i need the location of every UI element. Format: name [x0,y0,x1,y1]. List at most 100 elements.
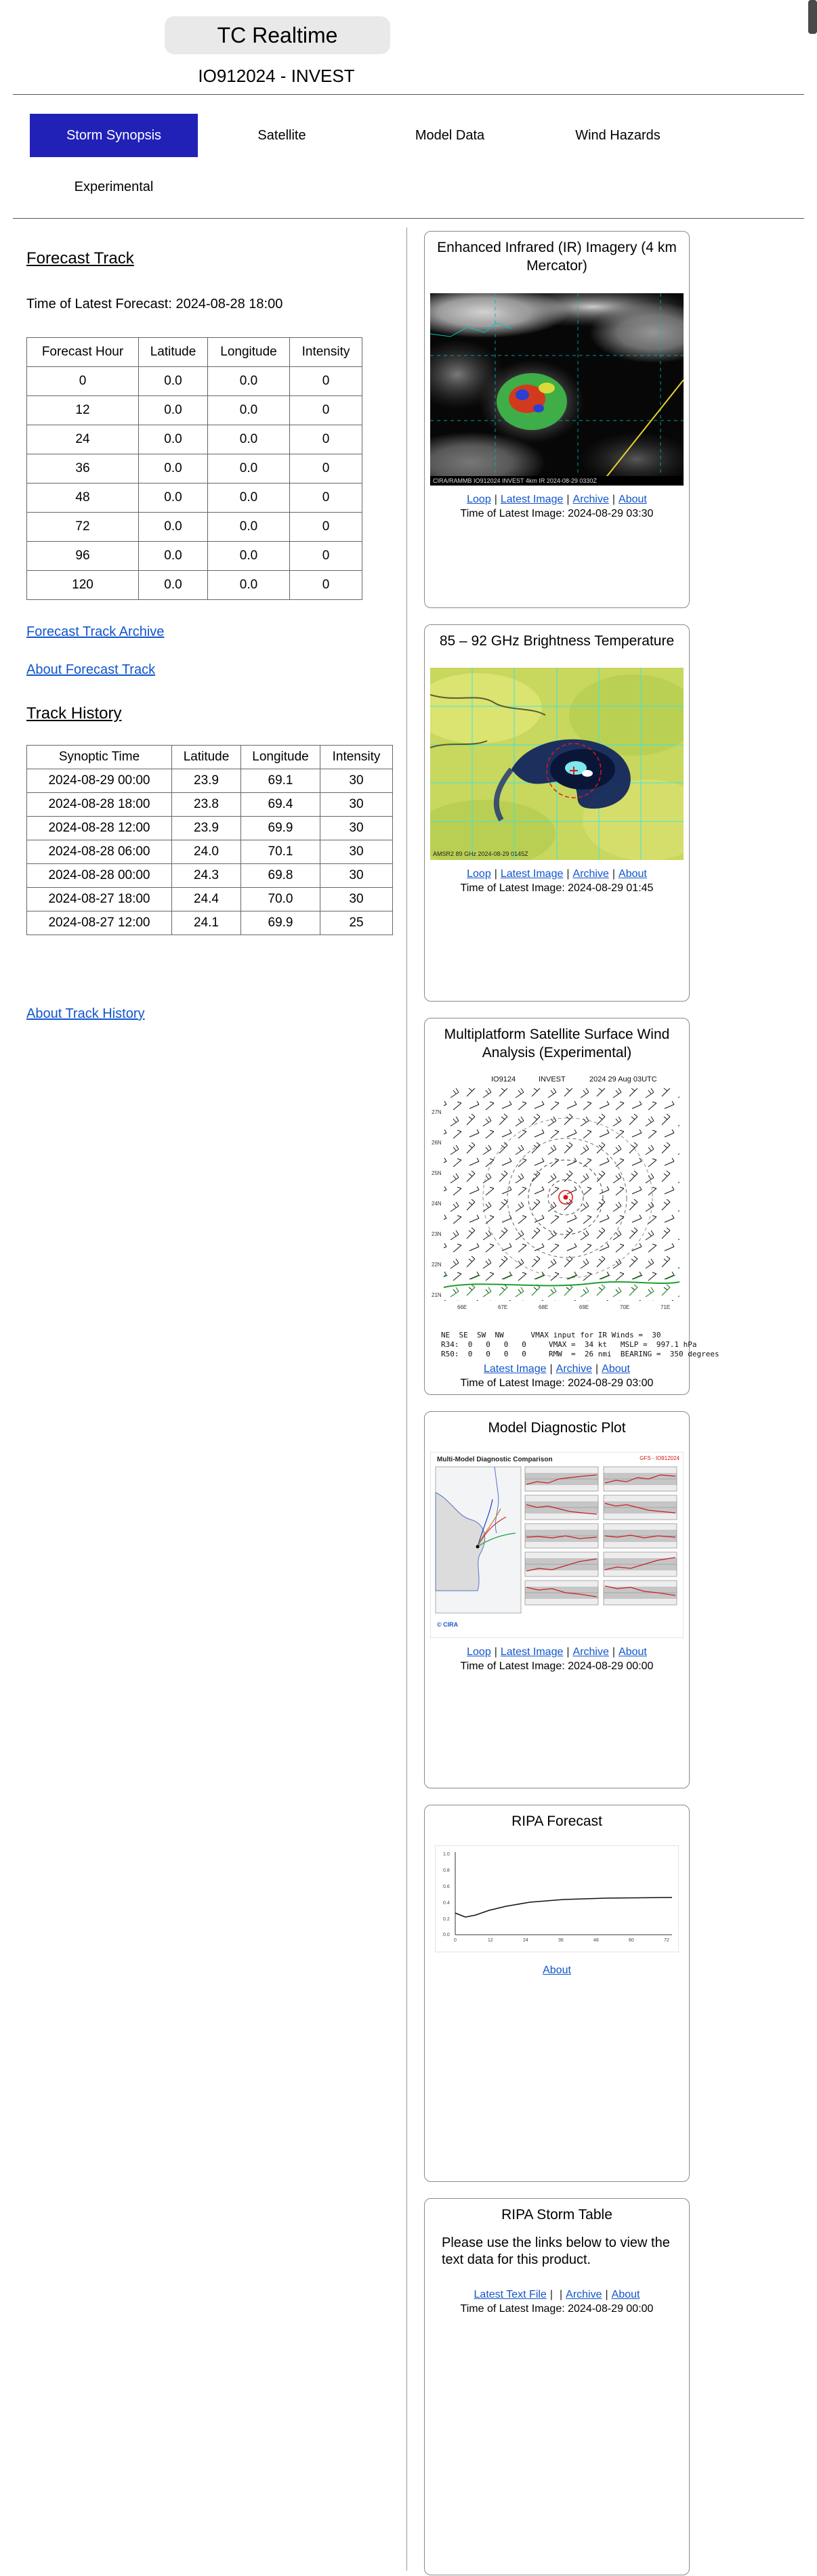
ir-imagery-thumbnail[interactable]: CIRA/RAMMB IO912024 INVEST 4km IR 2024-0… [430,293,684,486]
y-tick: 0.6 [443,1885,450,1889]
forecast-track-table: Forecast Hour Latitude Longitude Intensi… [26,337,362,600]
cell: 2024-08-28 00:00 [26,863,172,888]
x-tick: 72 [664,1938,669,1943]
lat-tick: 22N [432,1262,442,1268]
table-row: 24 0.0 0.0 0 [26,425,362,454]
separator: | [494,868,497,880]
cell: 2024-08-27 18:00 [26,887,172,911]
tab-wind-hazards[interactable]: Wind Hazards [575,128,661,143]
cell: 0.0 [207,366,290,396]
model-latest-image-link[interactable]: Latest Image [500,1646,564,1658]
model-about-link[interactable]: About [619,1646,647,1658]
col-latitude-header: Latitude [138,337,208,367]
latest-text-file-link[interactable]: Latest Text File [474,2289,547,2301]
header-divider [13,94,804,95]
separator: | [605,2289,608,2301]
cell: 23.9 [171,769,241,793]
model-links: Loop | Latest Image | Archive | About [425,1646,689,1658]
tab-storm-synopsis[interactable]: Storm Synopsis [30,114,198,157]
cell: 0.0 [138,541,208,571]
cell: 48 [26,483,139,513]
about-forecast-track-link[interactable]: About Forecast Track [26,662,156,677]
ripa-about-link[interactable]: About [543,1965,571,1977]
table-row: 72 0.0 0.0 0 [26,512,362,542]
ir-latest-image-link[interactable]: Latest Image [500,493,564,505]
ripa-storm-table-card: RIPA Storm Table Please use the links be… [424,2198,690,2575]
wind-archive-link[interactable]: Archive [556,1363,593,1375]
x-tick: 48 [593,1938,599,1943]
lon-tick: 68E [539,1304,548,1310]
ripa-forecast-chart[interactable]: 1.0 0.8 0.6 0.4 0.2 0.0 0 12 24 36 48 60… [435,1845,679,1953]
cell: 30 [320,840,393,864]
model-plot-tag: GFS - IO912024 [640,1455,679,1461]
separator: | [559,2289,563,2301]
cell: 23.8 [171,792,241,817]
tab-experimental[interactable]: Experimental [74,179,154,194]
microwave-image-caption: AMSR2 89 GHz 2024-08-29 0145Z [433,851,528,857]
wind-analysis-thumbnail[interactable]: IO9124 INVEST 2024 29 Aug 03UTC 27N 26N … [430,1071,684,1327]
wind-analysis-card-title: Multiplatform Satellite Surface Wind Ana… [444,1027,670,1061]
microwave-links: Loop | Latest Image | Archive | About [425,868,689,880]
model-diagnostic-card: Model Diagnostic Plot Multi-Model Diagno… [424,1411,690,1788]
microwave-loop-link[interactable]: Loop [467,868,491,880]
x-tick: 60 [629,1938,634,1943]
ripa-storm-table-links: Latest Text File | | Archive | About [425,2289,689,2301]
model-loop-link[interactable]: Loop [467,1646,491,1658]
wind-plot-time: 2024 29 Aug 03UTC [589,1075,657,1083]
cell: 72 [26,512,139,542]
ir-about-link[interactable]: About [619,493,647,505]
wind-legend-line: R34: 0 0 0 0 VMAX = 34 kt MSLP = 997.1 h… [441,1339,697,1349]
x-tick: 24 [523,1938,528,1943]
cell: 69.1 [240,769,320,793]
model-diagnostic-thumbnail[interactable]: Multi-Model Diagnostic Comparison GFS - … [430,1452,684,1639]
cell: 0 [289,512,362,542]
model-plot-title: Multi-Model Diagnostic Comparison [437,1456,553,1463]
microwave-latest-image-link[interactable]: Latest Image [500,868,564,880]
microwave-about-link[interactable]: About [619,868,647,880]
cira-credit: © CIRA [437,1621,459,1628]
cell: 0.0 [207,541,290,571]
microwave-imagery-thumbnail[interactable]: AMSR2 89 GHz 2024-08-29 0145Z [430,668,684,861]
cell: 24.1 [171,911,241,935]
ir-imagery-card: Enhanced Infrared (IR) Imagery (4 km Mer… [424,231,690,608]
tab-satellite[interactable]: Satellite [257,128,306,143]
separator: | [612,868,616,880]
table-header-row: Forecast Hour Latitude Longitude Intensi… [26,337,362,367]
cell: 0.0 [138,366,208,396]
ripa-table-archive-link[interactable]: Archive [566,2289,602,2301]
wind-plot-storm-name: INVEST [539,1075,566,1083]
scrollbar-thumb[interactable] [808,0,817,34]
separator: | [494,493,497,505]
table-row: 96 0.0 0.0 0 [26,541,362,571]
forecast-track-archive-link[interactable]: Forecast Track Archive [26,624,165,639]
ripa-table-about-link[interactable]: About [611,2289,640,2301]
cell: 0.0 [138,512,208,542]
main-nav: Storm Synopsis Satellite Model Data Wind… [30,114,702,157]
ir-image-caption: CIRA/RAMMB IO912024 INVEST 4km IR 2024-0… [433,477,597,484]
cell: 69.9 [240,816,320,840]
cell: 2024-08-28 12:00 [26,816,172,840]
wind-about-link[interactable]: About [602,1363,630,1375]
tab-model-data[interactable]: Model Data [415,128,485,143]
ripa-storm-table-text: Please use the links below to view the t… [442,2235,670,2268]
wind-latest-image-link[interactable]: Latest Image [484,1363,547,1375]
separator: | [566,1646,570,1658]
cell: 0.0 [207,425,290,454]
cell: 0 [289,454,362,484]
microwave-archive-link[interactable]: Archive [572,868,609,880]
latest-forecast-time: Time of Latest Forecast: 2024-08-28 18:0… [26,297,283,312]
separator: | [595,1363,599,1375]
table-row: 120 0.0 0.0 0 [26,570,362,600]
table-row: 2024-08-28 12:00 23.9 69.9 30 [26,816,393,840]
microwave-latest-image-time: Time of Latest Image: 2024-08-29 01:45 [460,882,654,895]
ripa-forecast-card-title: RIPA Forecast [511,1813,602,1829]
separator: | [566,493,570,505]
about-track-history-link[interactable]: About Track History [26,1006,145,1021]
ir-loop-link[interactable]: Loop [467,493,491,505]
ir-archive-link[interactable]: Archive [572,493,609,505]
x-tick: 12 [488,1938,493,1943]
lat-tick: 21N [432,1292,442,1298]
model-archive-link[interactable]: Archive [572,1646,609,1658]
ir-latest-image-time: Time of Latest Image: 2024-08-29 03:30 [460,507,654,519]
table-row: 48 0.0 0.0 0 [26,483,362,513]
